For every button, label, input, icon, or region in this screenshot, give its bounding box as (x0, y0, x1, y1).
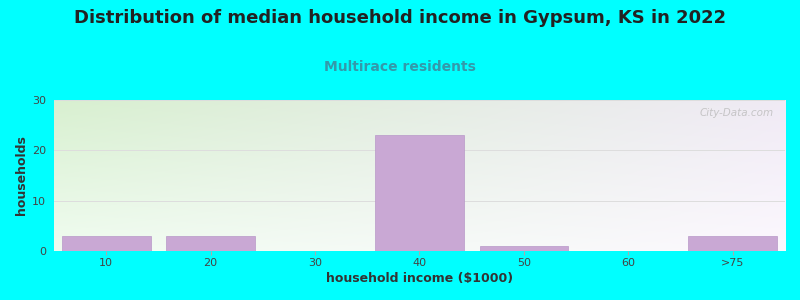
Y-axis label: households: households (15, 136, 28, 215)
X-axis label: household income ($1000): household income ($1000) (326, 272, 513, 285)
Bar (479, 246, 568, 251)
Bar (688, 236, 777, 251)
Bar (166, 236, 255, 251)
Bar (375, 135, 464, 251)
Text: City-Data.com: City-Data.com (700, 107, 774, 118)
Text: Multirace residents: Multirace residents (324, 60, 476, 74)
Bar (62, 236, 150, 251)
Text: Distribution of median household income in Gypsum, KS in 2022: Distribution of median household income … (74, 9, 726, 27)
